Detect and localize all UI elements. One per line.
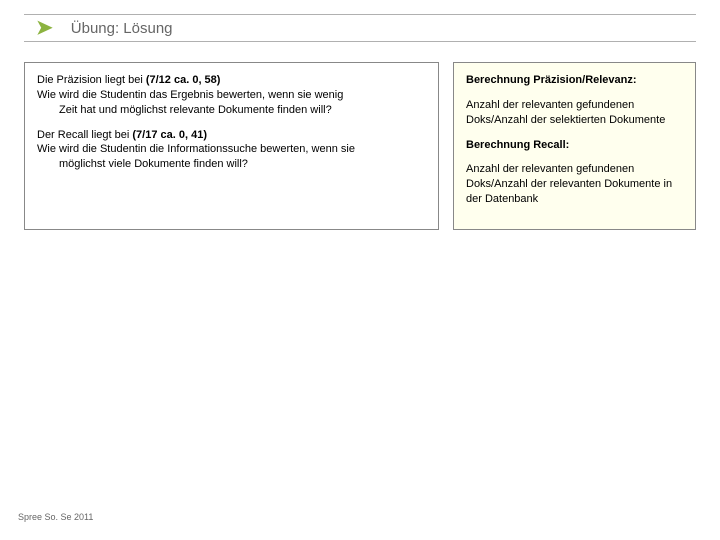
recall-question-line1: Wie wird die Studentin die Informationss…	[37, 143, 355, 155]
right-panel: Berechnung Präzision/Relevanz: Anzahl de…	[453, 62, 696, 230]
precision-heading: Berechnung Präzision/Relevanz:	[466, 73, 685, 88]
content-area: Die Präzision liegt bei (7/12 ca. 0, 58)…	[24, 62, 696, 230]
precision-question-line2: Zeit hat und möglichst relevante Dokumen…	[37, 104, 332, 116]
slide-header: ➤ Übung: Lösung	[24, 14, 696, 42]
slide-title: Übung: Lösung	[71, 20, 173, 37]
precision-value: (7/12 ca. 0, 58)	[146, 74, 221, 86]
recall-formula: Anzahl der relevanten gefundenen Doks/An…	[466, 162, 685, 207]
footer-text: Spree So. Se 2011	[18, 512, 93, 522]
precision-intro: Die Präzision liegt bei	[37, 74, 146, 86]
chevron-icon: ➤	[36, 18, 53, 38]
precision-question-line1: Wie wird die Studentin das Ergebnis bewe…	[37, 89, 343, 101]
recall-heading: Berechnung Recall:	[466, 138, 685, 153]
recall-intro: Der Recall liegt bei	[37, 129, 132, 141]
precision-formula: Anzahl der relevanten gefundenen Doks/An…	[466, 98, 685, 128]
left-panel: Die Präzision liegt bei (7/12 ca. 0, 58)…	[24, 62, 439, 230]
recall-paragraph: Der Recall liegt bei (7/17 ca. 0, 41) Wi…	[37, 128, 428, 173]
recall-question-line2: möglichst viele Dokumente finden will?	[37, 158, 248, 170]
precision-paragraph: Die Präzision liegt bei (7/12 ca. 0, 58)…	[37, 73, 428, 118]
recall-value: (7/17 ca. 0, 41)	[132, 129, 207, 141]
